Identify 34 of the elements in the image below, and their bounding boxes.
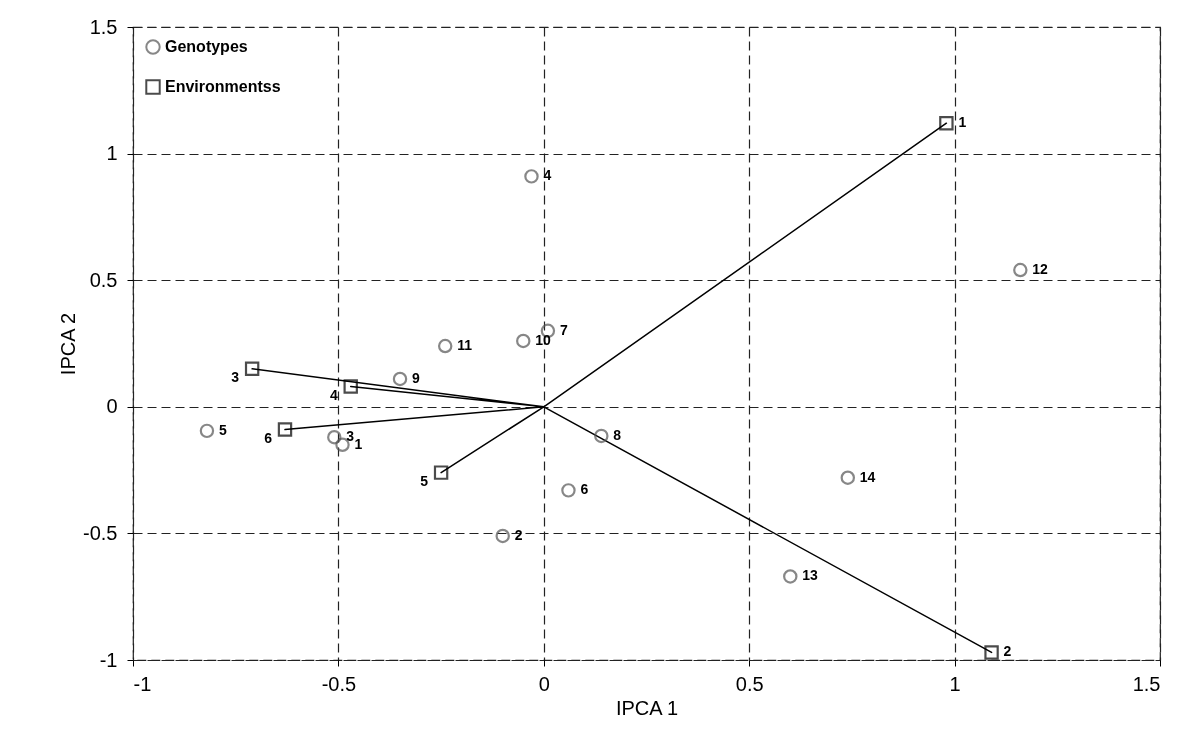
x-tick-label: -0.5 xyxy=(321,672,357,695)
y-tick-label: 0 xyxy=(106,395,118,418)
y-tick-label: 1.5 xyxy=(89,15,118,38)
annotation: 8 xyxy=(613,426,622,443)
annotation: 3 xyxy=(231,368,240,385)
annotation: 6 xyxy=(580,481,589,498)
legend-label: Environmentss xyxy=(165,78,281,95)
x-tick-label: 0.5 xyxy=(735,672,764,695)
annotation: 9 xyxy=(412,369,421,386)
annotation: 7 xyxy=(559,321,568,338)
x-tick-label: 0 xyxy=(538,672,550,695)
x-axis-title: IPCA 1 xyxy=(615,696,679,719)
annotation: 12 xyxy=(1032,261,1049,278)
y-tick-label: -0.5 xyxy=(83,521,118,544)
annotation: 4 xyxy=(543,167,552,184)
annotation: 1 xyxy=(354,435,363,452)
y-tick-label: -1 xyxy=(99,648,118,671)
annotation: 4 xyxy=(329,386,338,403)
annotation: 5 xyxy=(420,472,429,489)
x-tick-label: -1 xyxy=(133,672,152,695)
annotation: 2 xyxy=(1003,643,1012,660)
annotation: 14 xyxy=(859,468,876,485)
annotation: 11 xyxy=(457,337,473,354)
x-tick-label: 1.5 xyxy=(1132,672,1161,695)
annotation: 3 xyxy=(346,428,355,445)
annotation: 1 xyxy=(958,114,967,131)
x-tick-label: 1 xyxy=(949,672,961,695)
annotation: 13 xyxy=(802,567,819,584)
y-tick-label: 0.5 xyxy=(89,268,118,291)
y-tick-label: 1 xyxy=(106,142,118,165)
annotation: 5 xyxy=(218,421,227,438)
legend-label: Genotypes xyxy=(165,38,248,55)
annotation: 6 xyxy=(264,429,273,446)
y-axis-title: IPCA 2 xyxy=(57,312,80,376)
